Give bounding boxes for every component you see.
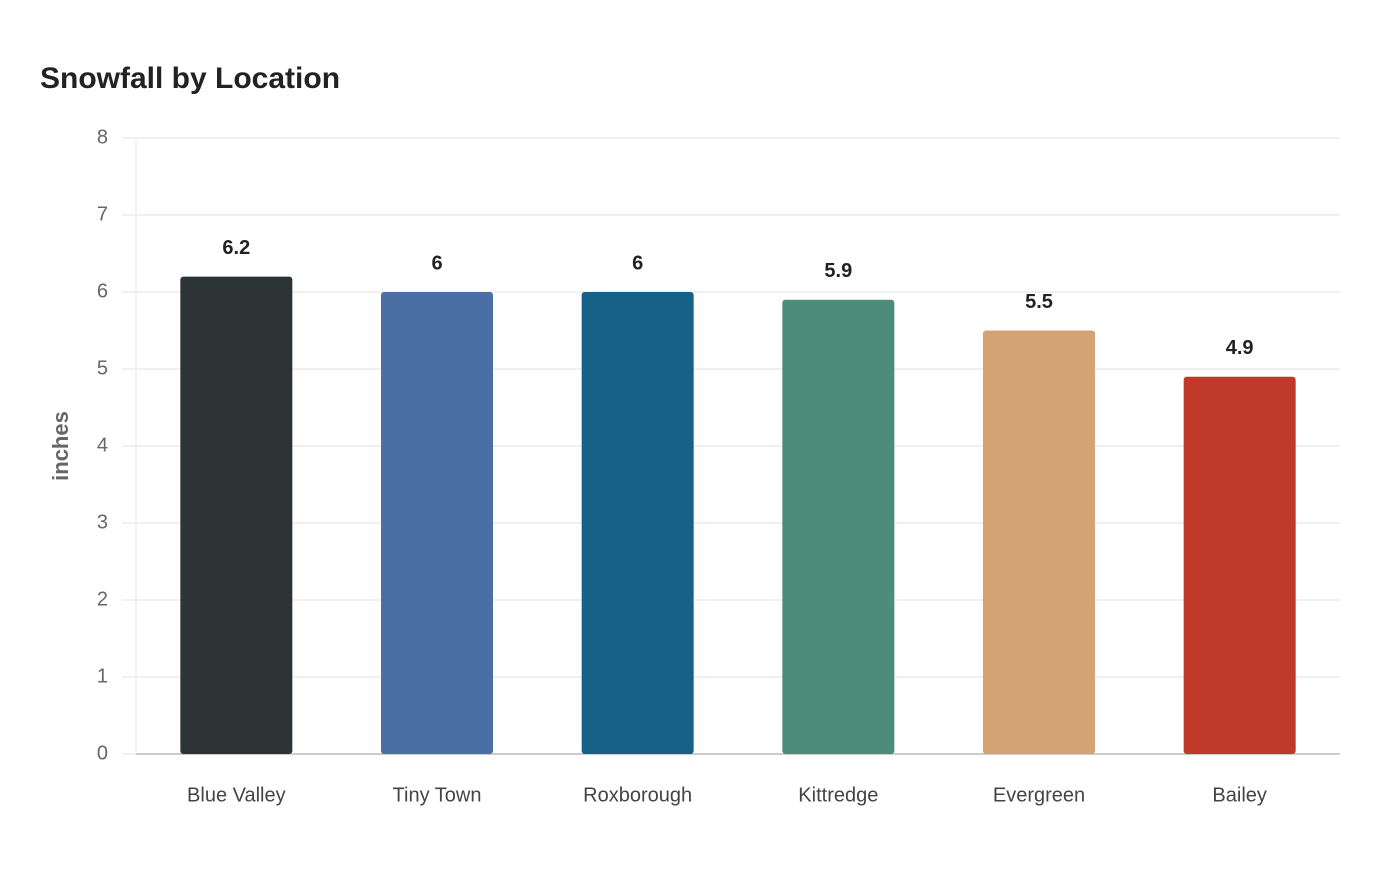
bar [581,292,694,754]
data-label: 6 [632,252,643,274]
y-tick-label: 6 [97,280,108,302]
x-tick-label: Bailey [1212,784,1266,806]
bar [381,292,493,754]
data-label: 5.9 [824,260,852,282]
x-tick-label: Roxborough [583,784,692,806]
y-tick-label: 1 [97,665,108,687]
y-tick-label: 7 [97,203,108,225]
data-label: 4.9 [1226,337,1254,359]
bar [782,299,895,754]
data-label: 5.5 [1025,291,1053,313]
x-tick-label: Kittredge [798,784,878,806]
y-tick-label: 2 [97,588,108,610]
x-tick-label: Blue Valley [187,784,286,806]
y-tick-label: 3 [97,511,108,533]
bar [1183,376,1296,754]
y-tick-label: 4 [97,434,108,456]
x-tick-label: Evergreen [993,784,1085,806]
x-tick-label: Tiny Town [393,784,482,806]
chart-title: Snowfall by Location [40,62,340,95]
y-axis-label: inches [48,411,73,481]
bar [983,330,1095,754]
data-label: 6.2 [222,237,250,259]
y-tick-label: 5 [97,357,108,379]
data-label: 6 [431,252,442,274]
y-tick-label: 8 [97,126,108,148]
y-tick-label: 0 [97,742,108,764]
bar [180,276,293,754]
